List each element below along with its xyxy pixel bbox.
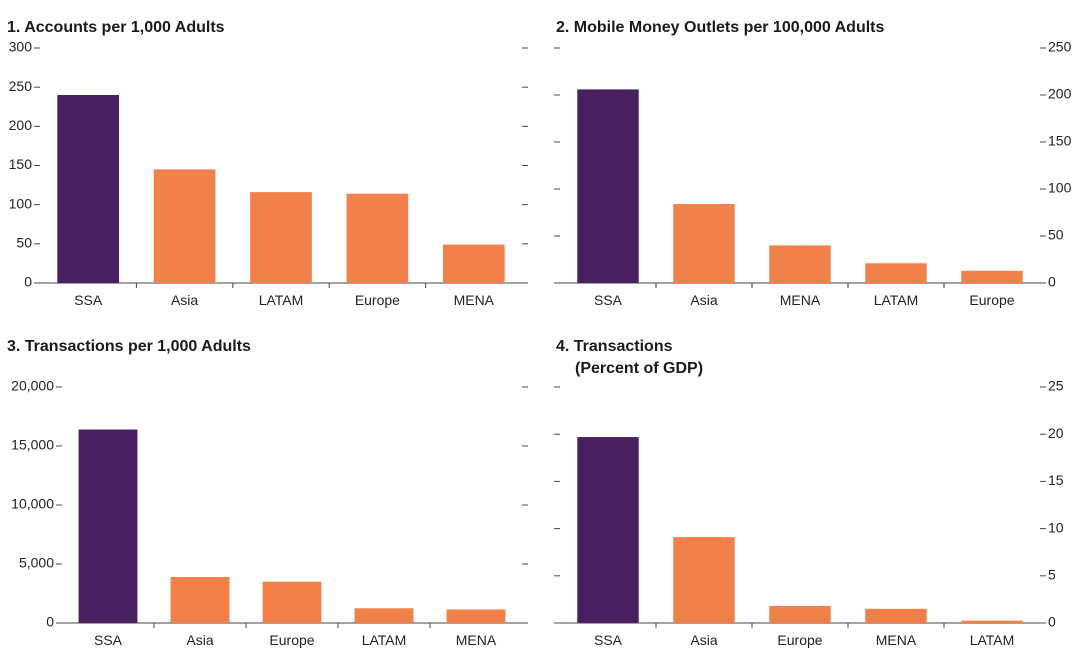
plot-area: 0 50 100 150 200 250 SSA Asia MENA LATAM Europe [554,39,1072,308]
y-tick-label: 0 [1048,614,1056,630]
bar-mena [769,245,831,283]
bar-mena [442,244,505,283]
panel-mobile-money-outlets: 2. Mobile Money Outlets per 100,000 Adul… [554,19,1072,308]
panel-title: 2. Mobile Money Outlets per 100,000 Adul… [556,19,884,36]
y-tick-label: 150 [1048,133,1072,149]
bar-europe [346,193,409,283]
bar-latam [865,263,927,283]
y-tick-label: 100 [1048,180,1072,196]
panel-transactions-per-adult: 3. Transactions per 1,000 Adults 0 5,000 1… [7,338,528,648]
bar-asia [673,537,735,623]
bar-asia [673,204,735,283]
plot-area: 0 50 100 150 200 250 300 SSA Asia LATAM Europe MENA [9,39,528,308]
category-label: MENA [780,292,821,308]
category-label: MENA [456,632,497,648]
panel-subtitle: (Percent of GDP) [575,360,703,377]
category-label: LATAM [259,292,304,308]
bar-europe [262,581,322,623]
y-tick-label: 10 [1048,519,1064,535]
panel-transactions-gdp: 4. Transactions (Percent of GDP) 0 5 10 15 2… [554,338,1064,648]
plot-area: 0 5,000 10,000 15,000 20,000 SSA Asia Europe LAT… [11,378,528,648]
category-label: SSA [94,632,123,648]
bar-mena [865,608,927,623]
y-tick-label: 150 [9,156,33,172]
category-label: Europe [969,292,1014,308]
bar-ssa [57,95,120,283]
panel-accounts: 1. Accounts per 1,000 Adults 0 50 100 150 20… [7,19,528,308]
y-tick-label: 15 [1048,472,1064,488]
category-label: Asia [690,292,717,308]
plot-area: 0 5 10 15 20 25 SSA Asia Europe MENA LATAM [554,378,1064,648]
y-tick-label: 15,000 [11,437,54,453]
y-tick-label: 10,000 [11,496,54,512]
bar-ssa [78,429,138,623]
bar-europe [961,270,1023,283]
category-label: Europe [355,292,400,308]
y-tick-label: 0 [1048,274,1056,290]
bar-mena [446,609,506,623]
panel-title: 1. Accounts per 1,000 Adults [7,19,225,36]
y-tick-label: 5,000 [19,555,54,571]
bar-ssa [577,89,639,283]
y-tick-label: 250 [9,78,33,94]
panel-title: 3. Transactions per 1,000 Adults [7,338,251,355]
category-label: Asia [171,292,198,308]
bar-ssa [577,437,639,623]
bar-latam [354,608,414,623]
category-label: MENA [454,292,495,308]
y-tick-label: 50 [16,235,32,251]
category-label: Europe [777,632,822,648]
y-tick-label: 25 [1048,378,1064,394]
bar-latam [961,620,1023,623]
category-label: SSA [74,292,103,308]
y-tick-label: 300 [9,39,33,55]
y-tick-label: 200 [9,117,33,133]
category-label: MENA [876,632,917,648]
category-label: Europe [269,632,314,648]
bar-europe [769,606,831,623]
category-label: Asia [186,632,213,648]
y-tick-label: 0 [46,614,54,630]
y-tick-label: 20 [1048,425,1064,441]
y-tick-label: 100 [9,195,33,211]
y-tick-label: 0 [24,274,32,290]
panel-title: 4. Transactions [556,338,673,355]
category-label: SSA [594,292,623,308]
bar-asia [170,576,230,623]
category-label: SSA [594,632,623,648]
category-label: LATAM [970,632,1015,648]
y-tick-label: 200 [1048,86,1072,102]
category-label: Asia [690,632,717,648]
y-tick-label: 50 [1048,227,1064,243]
y-tick-label: 250 [1048,39,1072,55]
y-tick-label: 20,000 [11,378,54,394]
category-label: LATAM [874,292,919,308]
category-label: LATAM [362,632,407,648]
y-tick-label: 5 [1048,567,1056,583]
bar-asia [153,169,216,283]
bar-latam [250,192,312,283]
